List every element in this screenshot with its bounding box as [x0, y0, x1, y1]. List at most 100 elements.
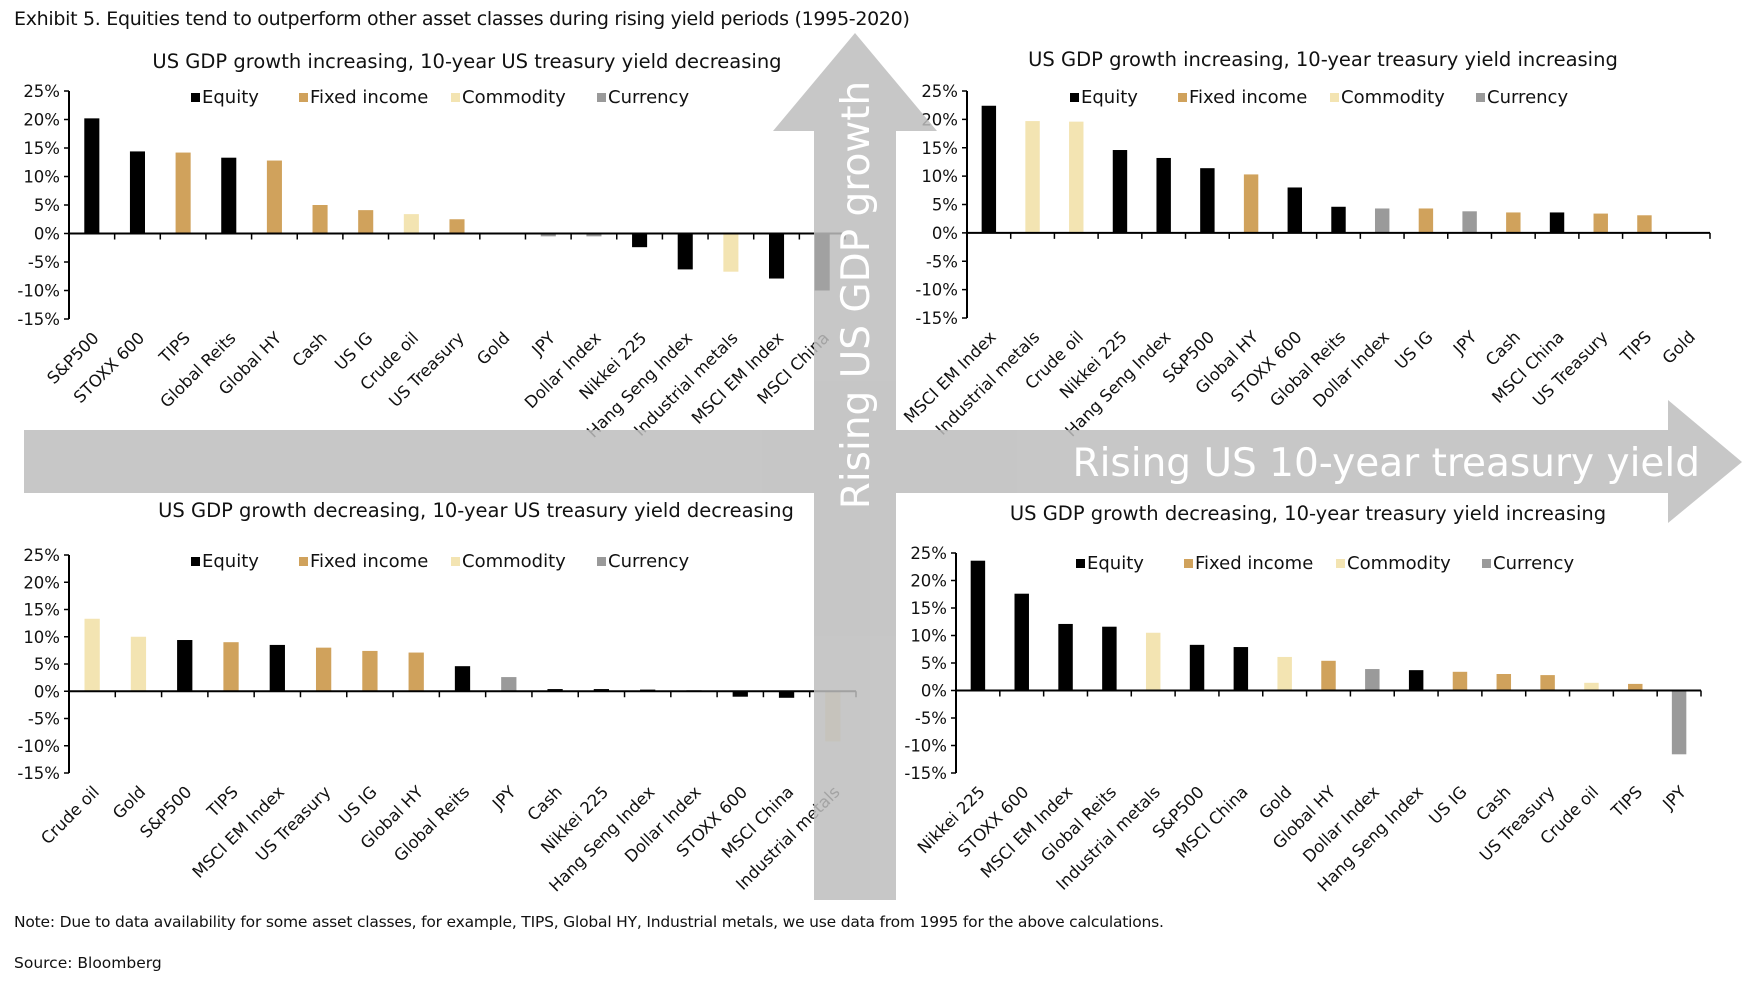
y-tick-label: 20%	[23, 573, 60, 592]
legend-label: Currency	[608, 87, 689, 108]
y-tick-label: 20%	[910, 572, 947, 591]
legend-label: Equity	[1081, 87, 1138, 108]
legend-swatch-currency	[1476, 93, 1485, 102]
legend-label: Fixed income	[1189, 87, 1307, 108]
bar-dollar-index	[1365, 669, 1380, 691]
legend-label: Fixed income	[310, 551, 428, 572]
y-tick-label: -5%	[28, 710, 60, 729]
legend-label: Commodity	[1341, 87, 1445, 108]
bar-crude-oil	[403, 214, 419, 234]
bar-s-p500	[1189, 644, 1205, 691]
bar-industrial-metals	[723, 233, 739, 272]
legend-swatch-commodity	[451, 557, 460, 566]
category-label: US IG	[1391, 327, 1437, 373]
bar-us-ig	[362, 650, 378, 692]
legend-swatch-fixed-income	[299, 557, 308, 566]
legend-label: Commodity	[462, 551, 566, 572]
legend-swatch-fixed-income	[1178, 93, 1187, 102]
bar-us-ig	[358, 210, 374, 234]
bar-jpy	[501, 677, 517, 692]
category-label: Gold	[1255, 782, 1295, 822]
y-tick-label: 5%	[34, 196, 60, 215]
y-tick-label: 0%	[34, 682, 60, 701]
bar-us-treasury	[1540, 675, 1555, 691]
bar-jpy	[1671, 690, 1687, 755]
category-label: US IG	[1425, 782, 1471, 828]
chart-3: US GDP growth decreasing, 10-year US tre…	[17, 499, 857, 895]
category-label: TIPS	[1616, 327, 1655, 366]
chart-4: US GDP growth decreasing, 10-year treasu…	[904, 502, 1702, 895]
y-tick-label: 10%	[23, 168, 60, 187]
y-tick-label: 25%	[23, 546, 60, 565]
legend-swatch-currency	[1482, 559, 1491, 568]
y-tick-label: 15%	[910, 599, 947, 618]
horizontal-arrow-label: Rising US 10-year treasury yield	[1073, 441, 1701, 486]
category-label: S&P500	[136, 782, 195, 841]
legend-swatch-currency	[597, 557, 606, 566]
source-line: Source: Bloomberg	[14, 954, 162, 972]
chart-title: US GDP growth decreasing, 10-year treasu…	[1010, 502, 1606, 525]
bar-gold	[1277, 656, 1292, 691]
bar-global-hy	[1243, 174, 1259, 233]
bar-tips	[223, 642, 239, 692]
category-label: TIPS	[1607, 782, 1646, 821]
chart-1: US GDP growth increasing, 10-year US tre…	[17, 50, 846, 441]
vertical-arrow-gdp	[773, 33, 937, 900]
bar-dollar-index	[586, 233, 602, 237]
bar-us-treasury	[315, 647, 332, 692]
y-tick-label: -5%	[28, 253, 60, 272]
category-label: Gold	[109, 782, 149, 822]
y-tick-label: 15%	[921, 139, 958, 158]
y-tick-label: 25%	[23, 82, 60, 101]
category-label: Cash	[524, 782, 566, 824]
bar-us-ig	[1418, 208, 1434, 233]
legend-swatch-equity	[191, 557, 200, 566]
category-label: Dollar Index	[1309, 327, 1393, 411]
legend-swatch-commodity	[451, 93, 460, 102]
bar-cash	[547, 689, 563, 692]
category-label: TIPS	[203, 782, 242, 821]
y-tick-label: 15%	[23, 139, 60, 158]
bar-stoxx-600	[1014, 593, 1029, 691]
bar-cash	[312, 205, 328, 234]
legend-label: Fixed income	[310, 87, 428, 108]
y-tick-label: -15%	[915, 309, 958, 328]
axis-arrows	[24, 33, 1742, 900]
legend-label: Commodity	[462, 87, 566, 108]
bar-gold	[130, 636, 147, 692]
bar-global-reits	[1102, 626, 1117, 691]
legend-swatch-equity	[191, 93, 200, 102]
bar-tips	[1628, 683, 1643, 691]
y-tick-label: 20%	[23, 111, 60, 130]
exhibit-title: Exhibit 5. Equities tend to outperform o…	[14, 8, 910, 30]
bar-nikkei-225	[593, 689, 610, 692]
bar-stoxx-600	[732, 691, 748, 697]
chart-title: US GDP growth increasing, 10-year treasu…	[1028, 48, 1618, 71]
bar-s-p500	[1200, 168, 1215, 233]
legend-label: Currency	[608, 551, 689, 572]
bar-msci-china	[1233, 647, 1249, 691]
legend-swatch-fixed-income	[299, 93, 308, 102]
legend-swatch-currency	[597, 93, 606, 102]
bar-stoxx-600	[129, 151, 146, 234]
y-tick-label: -5%	[926, 252, 958, 271]
legend-label: Equity	[202, 87, 259, 108]
bar-global-hy	[266, 160, 282, 234]
bar-hang-seng-index	[677, 233, 693, 270]
legend-swatch-fixed-income	[1184, 559, 1193, 568]
y-tick-label: 5%	[921, 654, 947, 673]
bar-us-treasury	[449, 219, 465, 234]
legend-swatch-commodity	[1336, 559, 1345, 568]
bar-msci-china	[778, 691, 795, 698]
bar-jpy	[540, 233, 556, 237]
y-tick-label: 25%	[921, 82, 958, 101]
y-tick-label: 0%	[921, 682, 947, 701]
vertical-arrow-label: Rising US GDP growth	[834, 81, 879, 510]
bar-crude-oil	[84, 618, 100, 692]
category-label: Gold	[1659, 327, 1699, 367]
chart-title: US GDP growth increasing, 10-year US tre…	[152, 50, 781, 73]
bar-us-treasury	[1593, 213, 1608, 233]
bar-industrial-metals	[1145, 632, 1161, 691]
bar-tips	[175, 152, 191, 234]
bar-hang-seng-index	[1156, 157, 1171, 233]
